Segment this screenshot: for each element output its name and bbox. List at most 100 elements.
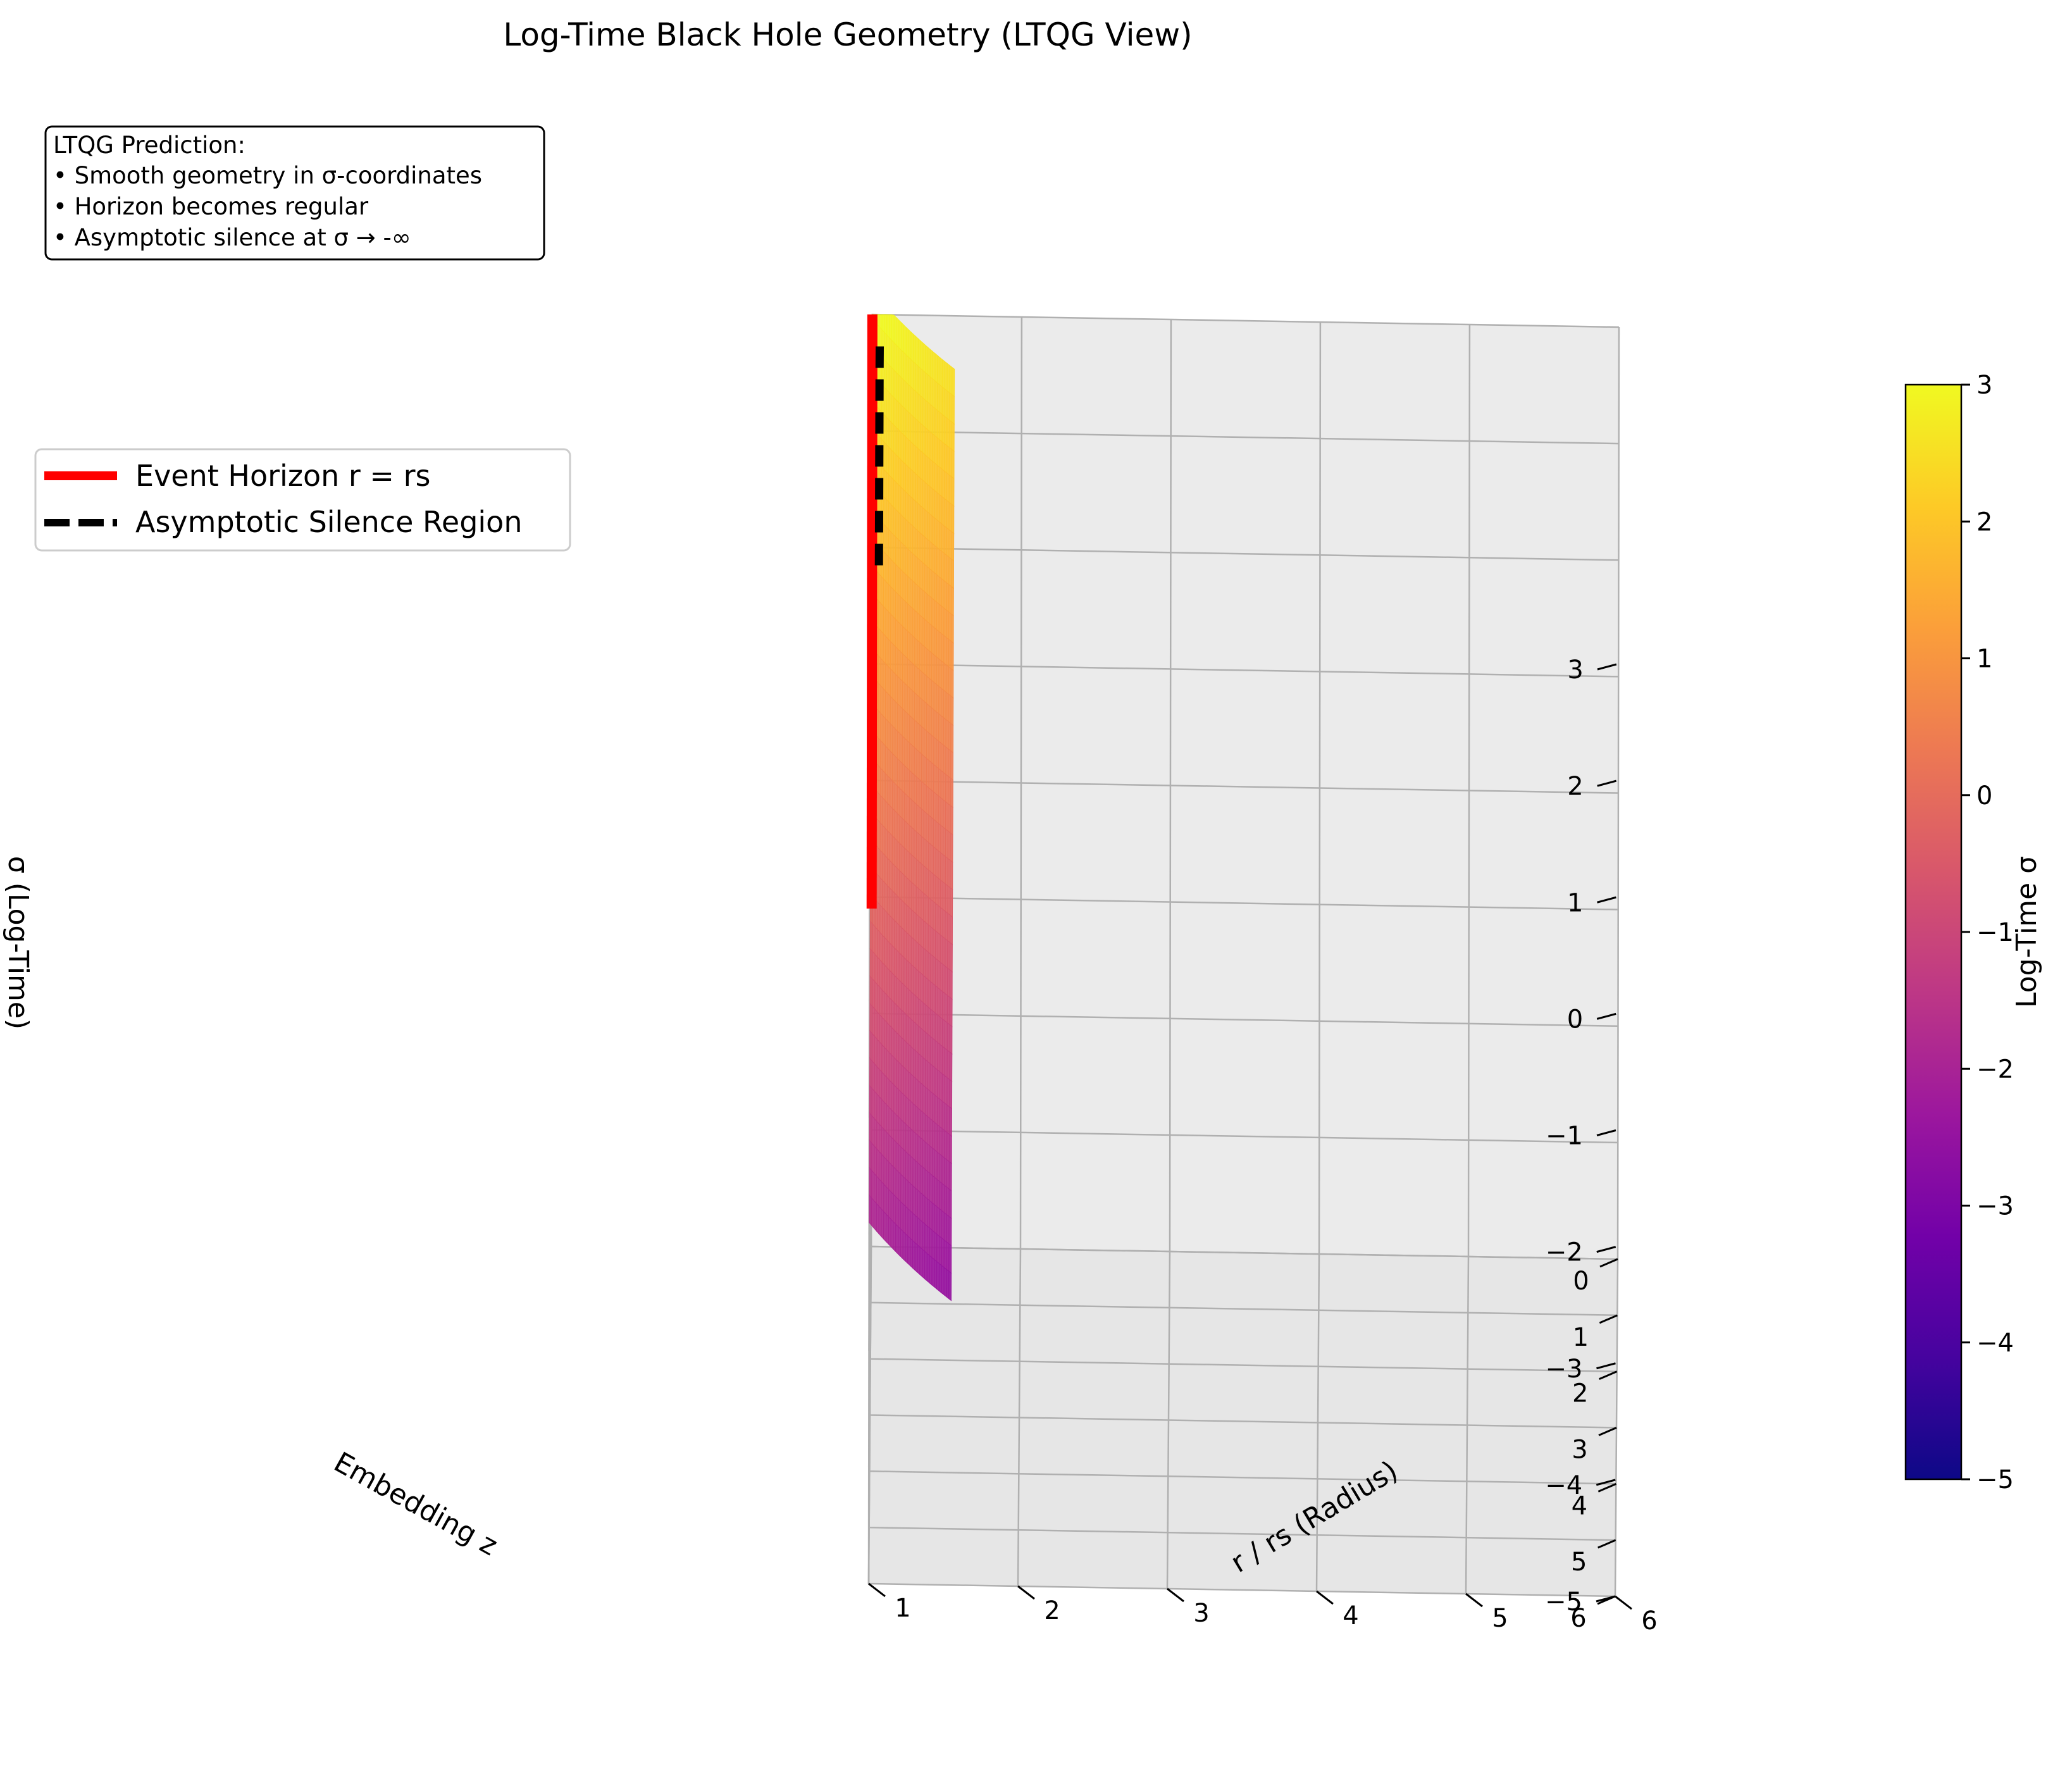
legend-label-asymptotic-silence: Asymptotic Silence Region [135, 505, 522, 539]
surface-patch [946, 1214, 950, 1245]
surface-patch [897, 675, 901, 707]
surface-patch [919, 477, 923, 509]
surface-patch [893, 1029, 897, 1061]
x-tick [1017, 1585, 1035, 1600]
surface-patch [884, 991, 888, 1024]
surface-patch [918, 805, 922, 837]
surface-patch [929, 1172, 933, 1204]
x-tick [1615, 1595, 1632, 1610]
surface-patch [924, 563, 927, 595]
surface-patch [896, 867, 900, 899]
surface-patch [874, 1063, 878, 1095]
surface-patch [939, 1153, 943, 1184]
surface-patch [903, 1011, 907, 1043]
surface-patch [883, 660, 886, 692]
surface-patch [885, 526, 889, 558]
surface-patch [885, 580, 889, 612]
surface-patch [895, 399, 899, 431]
surface-patch [894, 755, 898, 787]
surface-patch [893, 1084, 897, 1115]
surface-patch [948, 501, 952, 533]
surface-patch [917, 365, 921, 397]
surface-patch [941, 1155, 945, 1186]
surface-patch [941, 413, 945, 445]
surface-patch [945, 855, 948, 887]
surface-patch [912, 1157, 916, 1189]
y-tick [1599, 1258, 1618, 1268]
x-tick-label: 5 [1492, 1604, 1508, 1633]
surface-patch [892, 643, 896, 675]
surface-patch [948, 556, 952, 587]
surface-patch [897, 566, 901, 598]
surface-patch [893, 588, 896, 620]
surface-patch [917, 530, 921, 561]
surface-patch [895, 1196, 899, 1227]
surface-patch [895, 1086, 899, 1118]
surface-patch [896, 785, 900, 817]
surface-patch [886, 471, 890, 503]
surface-patch [923, 865, 927, 896]
surface-patch [934, 1176, 938, 1208]
surface-patch [891, 807, 895, 840]
surface-patch [877, 792, 881, 824]
surface-patch [872, 1005, 876, 1038]
surface-patch [935, 820, 939, 852]
surface-patch [933, 654, 937, 685]
surface-patch [938, 877, 941, 909]
surface-patch [899, 842, 903, 874]
surface-patch [907, 1180, 911, 1212]
x-tick-label: 4 [1343, 1601, 1358, 1630]
surface-patch [939, 466, 943, 497]
surface-patch [913, 993, 917, 1024]
surface-patch [917, 970, 922, 1002]
surface-patch [876, 1120, 880, 1153]
surface-patch [903, 461, 907, 493]
z-tick-label: −5 [1545, 1587, 1582, 1617]
surface-patch [911, 826, 915, 858]
surface-patch [916, 748, 920, 780]
surface-patch [946, 1131, 950, 1163]
surface-patch [895, 509, 899, 540]
surface-patch [885, 1213, 889, 1245]
surface-patch [915, 995, 919, 1027]
surface-patch [912, 416, 916, 447]
z-tick [1597, 663, 1617, 671]
surface-patch [886, 1048, 890, 1081]
surface-patch [869, 1139, 872, 1172]
surface-patch [948, 748, 952, 779]
surface-patch [936, 437, 940, 468]
z-tick-label: −4 [1545, 1471, 1582, 1500]
z-tick [1596, 1012, 1616, 1020]
surface-patch [942, 991, 946, 1022]
surface-patch [900, 459, 904, 490]
surface-patch [946, 527, 950, 558]
surface-patch [922, 1029, 926, 1060]
surface-patch [895, 454, 899, 486]
surface-patch [920, 422, 924, 454]
surface-patch [912, 1239, 915, 1271]
surface-patch [930, 953, 934, 984]
surface-patch [950, 914, 953, 945]
surface-patch [894, 810, 898, 841]
surface-patch [909, 879, 912, 910]
surface-patch [890, 1164, 894, 1195]
surface-patch [922, 397, 926, 428]
surface-patch [950, 668, 954, 699]
surface-patch [900, 1201, 903, 1233]
surface-patch [898, 1198, 902, 1230]
annotation-line-2: • Smooth geometry in σ-coordinates [53, 162, 482, 189]
surface-patch [949, 1079, 953, 1110]
surface-patch [886, 361, 890, 394]
surface-patch [903, 847, 907, 879]
y-tick-label: 5 [1571, 1548, 1587, 1577]
surface-patch [936, 547, 940, 578]
surface-patch [893, 424, 896, 456]
surface-patch [910, 495, 914, 527]
surface-patch [936, 601, 940, 633]
surface-patch [924, 399, 928, 430]
surface-patch [893, 533, 896, 566]
surface-patch [936, 1233, 940, 1265]
surface-patch [889, 859, 893, 891]
surface-patch [903, 379, 907, 411]
